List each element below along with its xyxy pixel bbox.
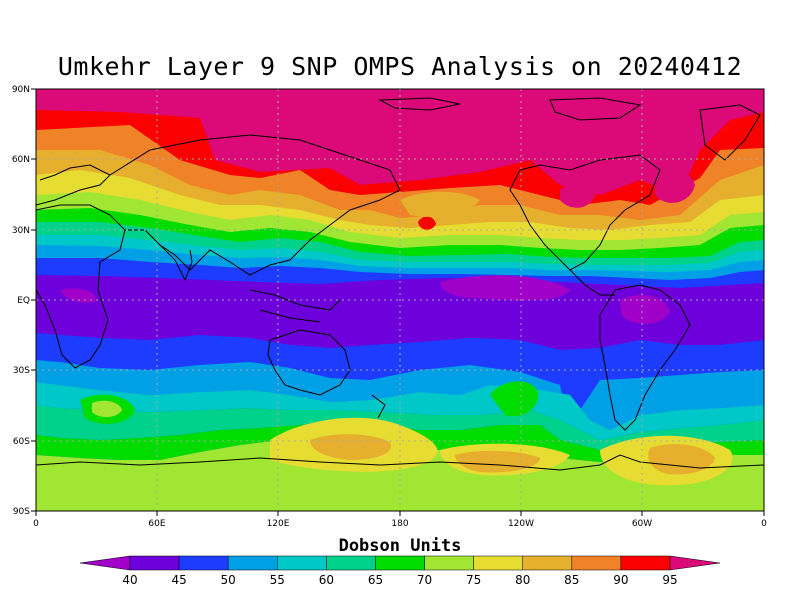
colorbar-swatch bbox=[178, 555, 229, 571]
colorbar-swatch bbox=[375, 555, 425, 571]
lat-label: 90S bbox=[13, 507, 30, 517]
colorbar-swatch bbox=[227, 555, 278, 571]
lat-label: 90N bbox=[12, 85, 30, 95]
map-title: Umkehr Layer 9 SNP OMPS Analysis on 2024… bbox=[57, 52, 743, 81]
axis-ticks bbox=[31, 88, 765, 516]
colorbar-tick-label: 50 bbox=[221, 573, 236, 587]
lon-label: 0 bbox=[761, 519, 767, 529]
colorbar-swatch bbox=[129, 555, 180, 571]
lon-label: 0 bbox=[33, 519, 39, 529]
colorbar-swatch bbox=[326, 555, 376, 571]
colorbar-tick-label: 70 bbox=[417, 573, 432, 587]
lon-label: 120E bbox=[267, 519, 290, 529]
colorbar-min-arrow bbox=[79, 555, 131, 571]
colorbar-swatch bbox=[277, 555, 327, 571]
lon-label: 60E bbox=[148, 519, 165, 529]
lon-label: 180 bbox=[391, 519, 408, 529]
colorbar-tick-label: 65 bbox=[368, 573, 383, 587]
colorbar-swatch bbox=[571, 555, 622, 571]
lat-label: 60N bbox=[12, 155, 30, 165]
lat-label: 30N bbox=[12, 226, 30, 236]
colorbar-swatch bbox=[620, 555, 671, 571]
colorbar-title: Dobson Units bbox=[338, 536, 462, 556]
gridlines bbox=[36, 89, 764, 511]
colorbar-tick-label: 90 bbox=[613, 573, 628, 587]
lon-label: 120W bbox=[508, 519, 534, 529]
colorbar-tick-label: 75 bbox=[466, 573, 481, 587]
lon-label: 60W bbox=[632, 519, 652, 529]
colorbar: 40 45 50 55 60 65 70 75 80 85 90 95 bbox=[79, 555, 721, 587]
colorbar-swatch bbox=[473, 555, 523, 571]
colorbar-max-arrow bbox=[669, 555, 721, 571]
colorbar-tick-label: 60 bbox=[319, 573, 334, 587]
colorbar-tick-label: 85 bbox=[564, 573, 579, 587]
colorbar-swatch bbox=[522, 555, 573, 571]
coastlines bbox=[36, 97, 764, 471]
colorbar-tick-label: 95 bbox=[662, 573, 677, 587]
lat-label: 30S bbox=[13, 366, 30, 376]
colorbar-tick-label: 80 bbox=[515, 573, 530, 587]
colorbar-tick-label: 55 bbox=[270, 573, 285, 587]
colorbar-tick-label: 40 bbox=[122, 573, 137, 587]
lat-label: 60S bbox=[13, 437, 30, 447]
colorbar-swatch bbox=[424, 555, 474, 571]
colorbar-tick-label: 45 bbox=[171, 573, 186, 587]
lat-label: EQ bbox=[17, 296, 30, 306]
